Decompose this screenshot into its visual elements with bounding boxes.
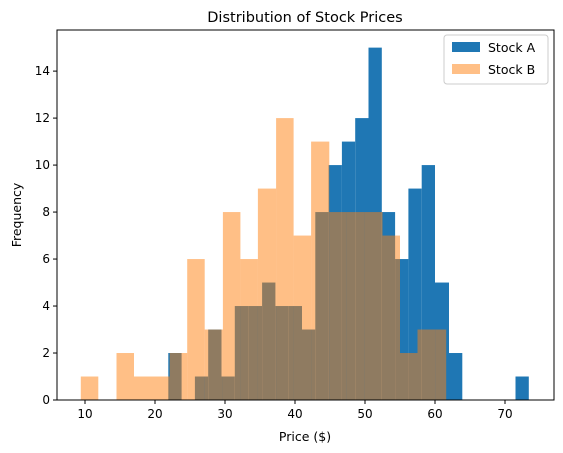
histogram-bar-stock-b [222,212,241,400]
histogram-bar-stock-b [257,188,277,400]
histogram-bar-stock-a [515,376,529,400]
histogram-bar-stock-b [80,376,99,400]
histogram-bar-stock-b [204,329,223,400]
histogram-bar-stock-b [400,353,418,400]
legend-label-stock-b: Stock B [488,62,535,77]
x-tick-label: 60 [427,407,442,421]
histogram-bar-stock-b [240,259,258,400]
x-tick-label: 30 [217,407,232,421]
histogram-bar-stock-b [116,353,134,400]
x-tick-label: 70 [497,407,512,421]
x-tick-label: 20 [147,407,162,421]
histogram-bar-stock-b [364,212,383,400]
y-tick-label: 10 [35,158,50,172]
legend-swatch-stock-a [452,42,480,52]
legend: Stock A Stock B [443,34,549,85]
x-axis-ticks: 10 20 30 40 50 60 70 [77,400,513,421]
y-tick-label: 0 [42,393,50,407]
histogram-bar-stock-b [311,141,330,400]
chart-title: Distribution of Stock Prices [207,10,402,26]
legend-swatch-stock-b [452,64,480,74]
histogram-bar-stock-b [329,212,347,400]
y-tick-label: 4 [42,299,50,313]
x-tick-label: 50 [357,407,372,421]
y-axis-ticks: 0 2 4 6 8 10 12 14 [35,64,57,407]
histogram-bar-stock-b [169,353,188,400]
y-tick-label: 6 [42,252,50,266]
histogram-bar-stock-b [382,235,400,400]
x-tick-label: 10 [77,407,92,421]
x-axis-label: Price ($) [279,429,331,444]
histogram-bar-stock-b [187,259,205,400]
series-stock-b [80,118,447,400]
histogram-bar-stock-b [151,376,170,400]
histogram-bar-stock-b [293,235,312,400]
histogram-bar-stock-a [449,353,463,400]
y-tick-label: 12 [35,111,50,125]
y-tick-label: 2 [42,346,50,360]
histogram-bar-stock-b [276,118,294,400]
y-tick-label: 8 [42,205,50,219]
y-axis-label: Frequency [9,182,24,247]
legend-label-stock-a: Stock A [488,40,536,55]
histogram-bar-stock-b [435,329,447,400]
x-tick-label: 40 [287,407,302,421]
y-tick-label: 14 [35,64,50,78]
plot-frame [56,29,555,401]
histogram-bar-stock-b [346,212,365,400]
histogram-bar-stock-b [134,376,152,400]
series-layer [80,47,529,401]
histogram-bar-stock-b [417,329,436,400]
